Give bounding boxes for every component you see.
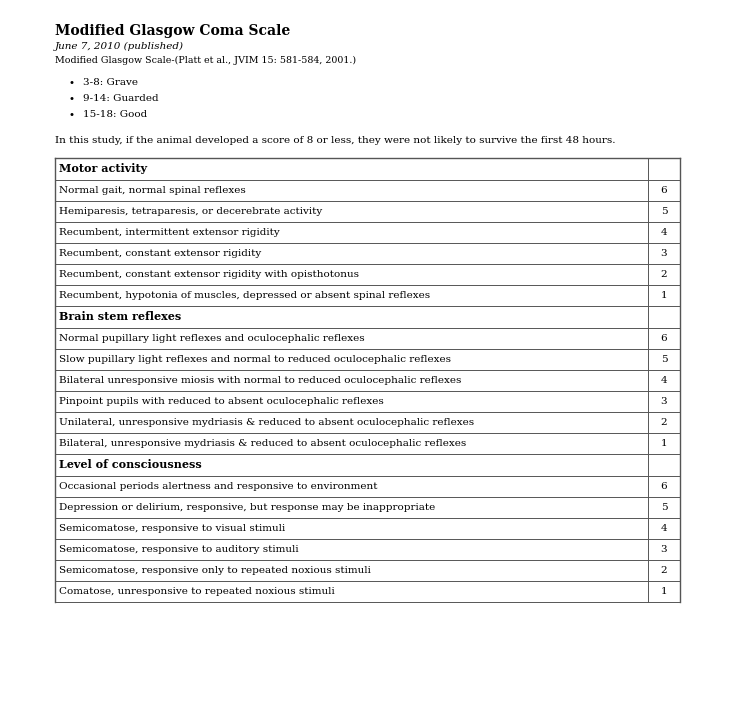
- Text: 3-8: Grave: 3-8: Grave: [83, 78, 138, 87]
- Text: Normal pupillary light reflexes and oculocephalic reflexes: Normal pupillary light reflexes and ocul…: [59, 334, 364, 343]
- Text: Semicomatose, responsive only to repeated noxious stimuli: Semicomatose, responsive only to repeate…: [59, 566, 371, 575]
- Text: 1: 1: [660, 291, 667, 300]
- Text: 3: 3: [660, 545, 667, 554]
- Text: 5: 5: [660, 207, 667, 216]
- Text: Slow pupillary light reflexes and normal to reduced oculocephalic reflexes: Slow pupillary light reflexes and normal…: [59, 355, 451, 364]
- Text: 6: 6: [660, 482, 667, 491]
- Text: Comatose, unresponsive to repeated noxious stimuli: Comatose, unresponsive to repeated noxio…: [59, 587, 335, 596]
- Text: Semicomatose, responsive to auditory stimuli: Semicomatose, responsive to auditory sti…: [59, 545, 299, 554]
- Text: Recumbent, intermittent extensor rigidity: Recumbent, intermittent extensor rigidit…: [59, 228, 280, 237]
- Text: Pinpoint pupils with reduced to absent oculocephalic reflexes: Pinpoint pupils with reduced to absent o…: [59, 397, 383, 406]
- Text: 15-18: Good: 15-18: Good: [83, 110, 147, 119]
- Text: 4: 4: [660, 228, 667, 237]
- Text: 5: 5: [660, 355, 667, 364]
- Text: 6: 6: [660, 334, 667, 343]
- Text: 4: 4: [660, 376, 667, 385]
- Text: •: •: [69, 110, 75, 120]
- Text: Modified Glasgow Coma Scale: Modified Glasgow Coma Scale: [55, 24, 290, 38]
- Text: 2: 2: [660, 270, 667, 279]
- Text: 3: 3: [660, 249, 667, 258]
- Text: June 7, 2010 (published): June 7, 2010 (published): [55, 42, 184, 51]
- Text: Recumbent, constant extensor rigidity with opisthotonus: Recumbent, constant extensor rigidity wi…: [59, 270, 359, 279]
- Text: 9-14: Guarded: 9-14: Guarded: [83, 94, 159, 103]
- Text: Occasional periods alertness and responsive to environment: Occasional periods alertness and respons…: [59, 482, 378, 491]
- Text: Modified Glasgow Scale-(Platt et al., JVIM 15: 581-584, 2001.): Modified Glasgow Scale-(Platt et al., JV…: [55, 56, 356, 65]
- Text: Hemiparesis, tetraparesis, or decerebrate activity: Hemiparesis, tetraparesis, or decerebrat…: [59, 207, 322, 216]
- Text: Level of consciousness: Level of consciousness: [59, 460, 202, 470]
- Text: 2: 2: [660, 566, 667, 575]
- Text: Bilateral unresponsive miosis with normal to reduced oculocephalic reflexes: Bilateral unresponsive miosis with norma…: [59, 376, 461, 385]
- Text: •: •: [69, 94, 75, 104]
- Text: 2: 2: [660, 418, 667, 427]
- Text: In this study, if the animal developed a score of 8 or less, they were not likel: In this study, if the animal developed a…: [55, 136, 615, 145]
- Text: 3: 3: [660, 397, 667, 406]
- Text: Depression or delirium, responsive, but response may be inappropriate: Depression or delirium, responsive, but …: [59, 503, 435, 512]
- Text: Unilateral, unresponsive mydriasis & reduced to absent oculocephalic reflexes: Unilateral, unresponsive mydriasis & red…: [59, 418, 474, 427]
- Text: Recumbent, hypotonia of muscles, depressed or absent spinal reflexes: Recumbent, hypotonia of muscles, depress…: [59, 291, 430, 300]
- Text: 4: 4: [660, 524, 667, 533]
- Text: Normal gait, normal spinal reflexes: Normal gait, normal spinal reflexes: [59, 186, 246, 195]
- Text: Motor activity: Motor activity: [59, 163, 147, 175]
- Text: Recumbent, constant extensor rigidity: Recumbent, constant extensor rigidity: [59, 249, 261, 258]
- Text: 6: 6: [660, 186, 667, 195]
- Text: 5: 5: [660, 503, 667, 512]
- Text: 1: 1: [660, 439, 667, 448]
- Text: Brain stem reflexes: Brain stem reflexes: [59, 312, 182, 322]
- Text: 1: 1: [660, 587, 667, 596]
- Text: •: •: [69, 78, 75, 88]
- Text: Bilateral, unresponsive mydriasis & reduced to absent oculocephalic reflexes: Bilateral, unresponsive mydriasis & redu…: [59, 439, 467, 448]
- Text: Semicomatose, responsive to visual stimuli: Semicomatose, responsive to visual stimu…: [59, 524, 285, 533]
